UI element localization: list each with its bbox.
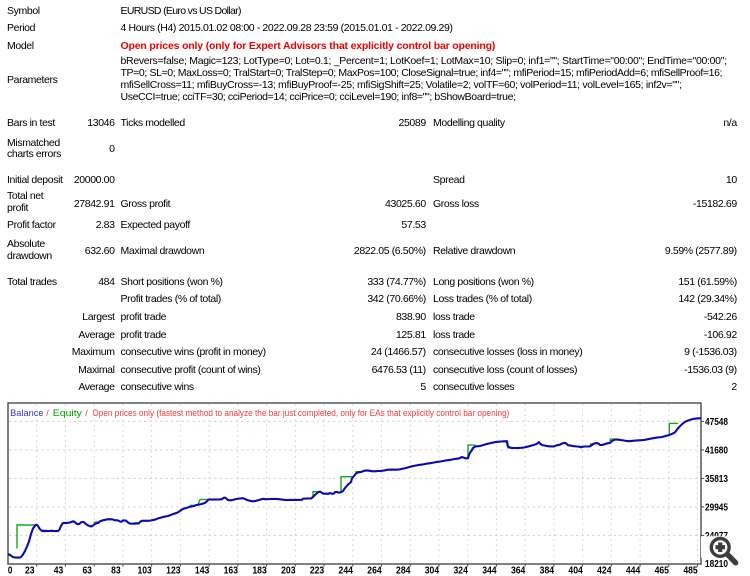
- svg-text:23: 23: [25, 566, 35, 576]
- svg-text:/: /: [85, 408, 88, 418]
- svg-text:Balance: Balance: [10, 408, 43, 418]
- svg-text:Open prices only (fastest meth: Open prices only (fastest method to anal…: [92, 408, 509, 418]
- svg-text:223: 223: [310, 566, 325, 576]
- svg-text:384: 384: [540, 566, 555, 576]
- svg-text:63: 63: [82, 566, 92, 576]
- svg-text:0: 0: [8, 566, 13, 576]
- svg-text:304: 304: [425, 566, 440, 576]
- svg-text:284: 284: [396, 566, 411, 576]
- svg-text:83: 83: [111, 566, 121, 576]
- svg-text:/: /: [46, 408, 49, 418]
- svg-text:444: 444: [626, 566, 641, 576]
- svg-text:123: 123: [166, 566, 181, 576]
- svg-text:35813: 35813: [705, 474, 728, 485]
- svg-text:41680: 41680: [705, 446, 728, 457]
- svg-text:43: 43: [54, 566, 64, 576]
- svg-text:203: 203: [281, 566, 296, 576]
- svg-text:143: 143: [195, 566, 210, 576]
- svg-text:244: 244: [339, 566, 354, 576]
- svg-text:264: 264: [367, 566, 382, 576]
- svg-text:344: 344: [482, 566, 497, 576]
- svg-text:18210: 18210: [705, 559, 728, 570]
- svg-text:485: 485: [683, 566, 698, 576]
- svg-text:424: 424: [597, 566, 612, 576]
- svg-text:364: 364: [511, 566, 526, 576]
- svg-text:324: 324: [453, 566, 468, 576]
- svg-text:404: 404: [568, 566, 583, 576]
- svg-text:Equity: Equity: [53, 408, 83, 418]
- svg-text:465: 465: [655, 566, 670, 576]
- svg-text:183: 183: [252, 566, 267, 576]
- svg-text:47548: 47548: [705, 417, 728, 428]
- svg-text:29945: 29945: [705, 503, 728, 514]
- svg-text:163: 163: [224, 566, 239, 576]
- svg-text:103: 103: [137, 566, 152, 576]
